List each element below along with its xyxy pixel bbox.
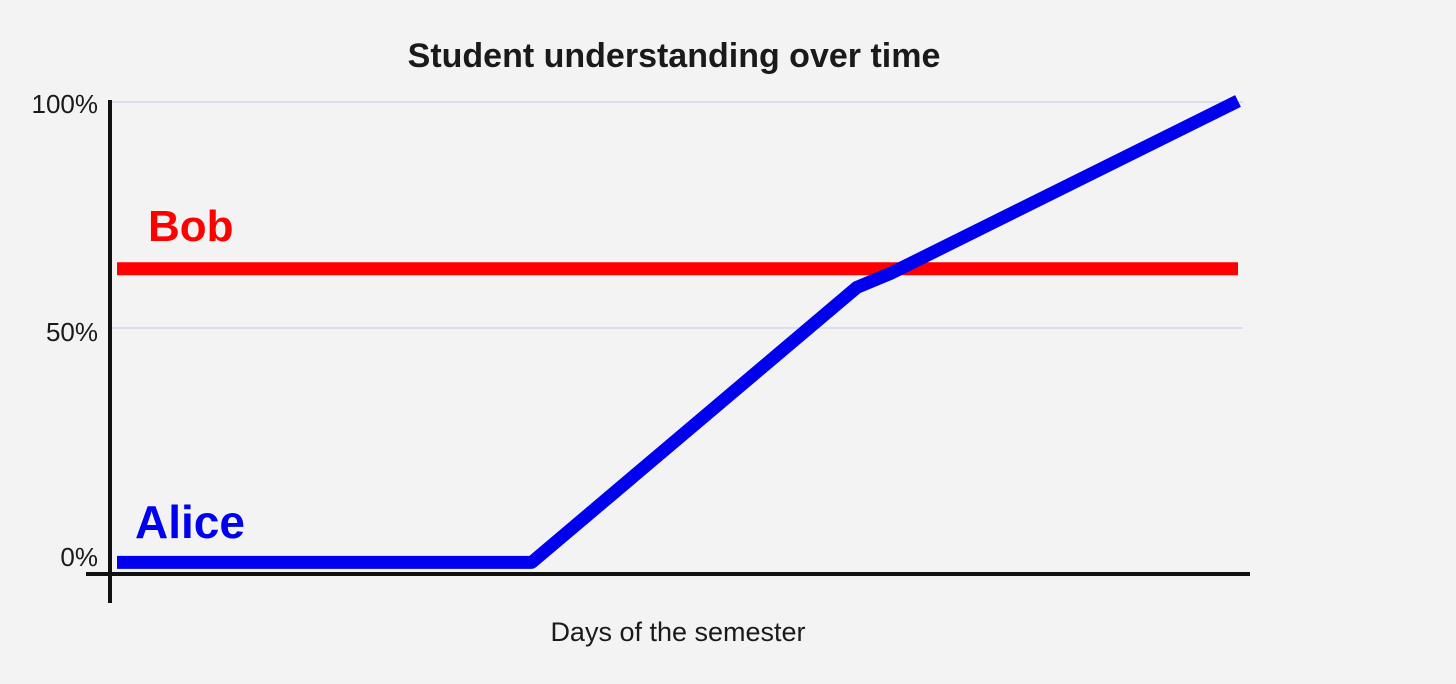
gridlines <box>112 101 1243 329</box>
y-tick-label-100: 100% <box>32 89 99 119</box>
series-lines <box>117 95 1241 569</box>
chart-title: Student understanding over time <box>408 37 941 75</box>
y-tick-label-0: 0% <box>60 542 98 572</box>
series-labels: Bob Alice <box>135 202 245 548</box>
axes <box>86 100 1250 603</box>
series-label-bob: Bob <box>148 202 234 251</box>
series-label-alice: Alice <box>135 496 245 548</box>
y-tick-label-50: 50% <box>46 317 98 347</box>
y-tick-labels: 0% 50% 100% <box>32 89 99 572</box>
x-axis-label: Days of the semester <box>550 617 805 647</box>
series-line-alice <box>117 95 1241 569</box>
